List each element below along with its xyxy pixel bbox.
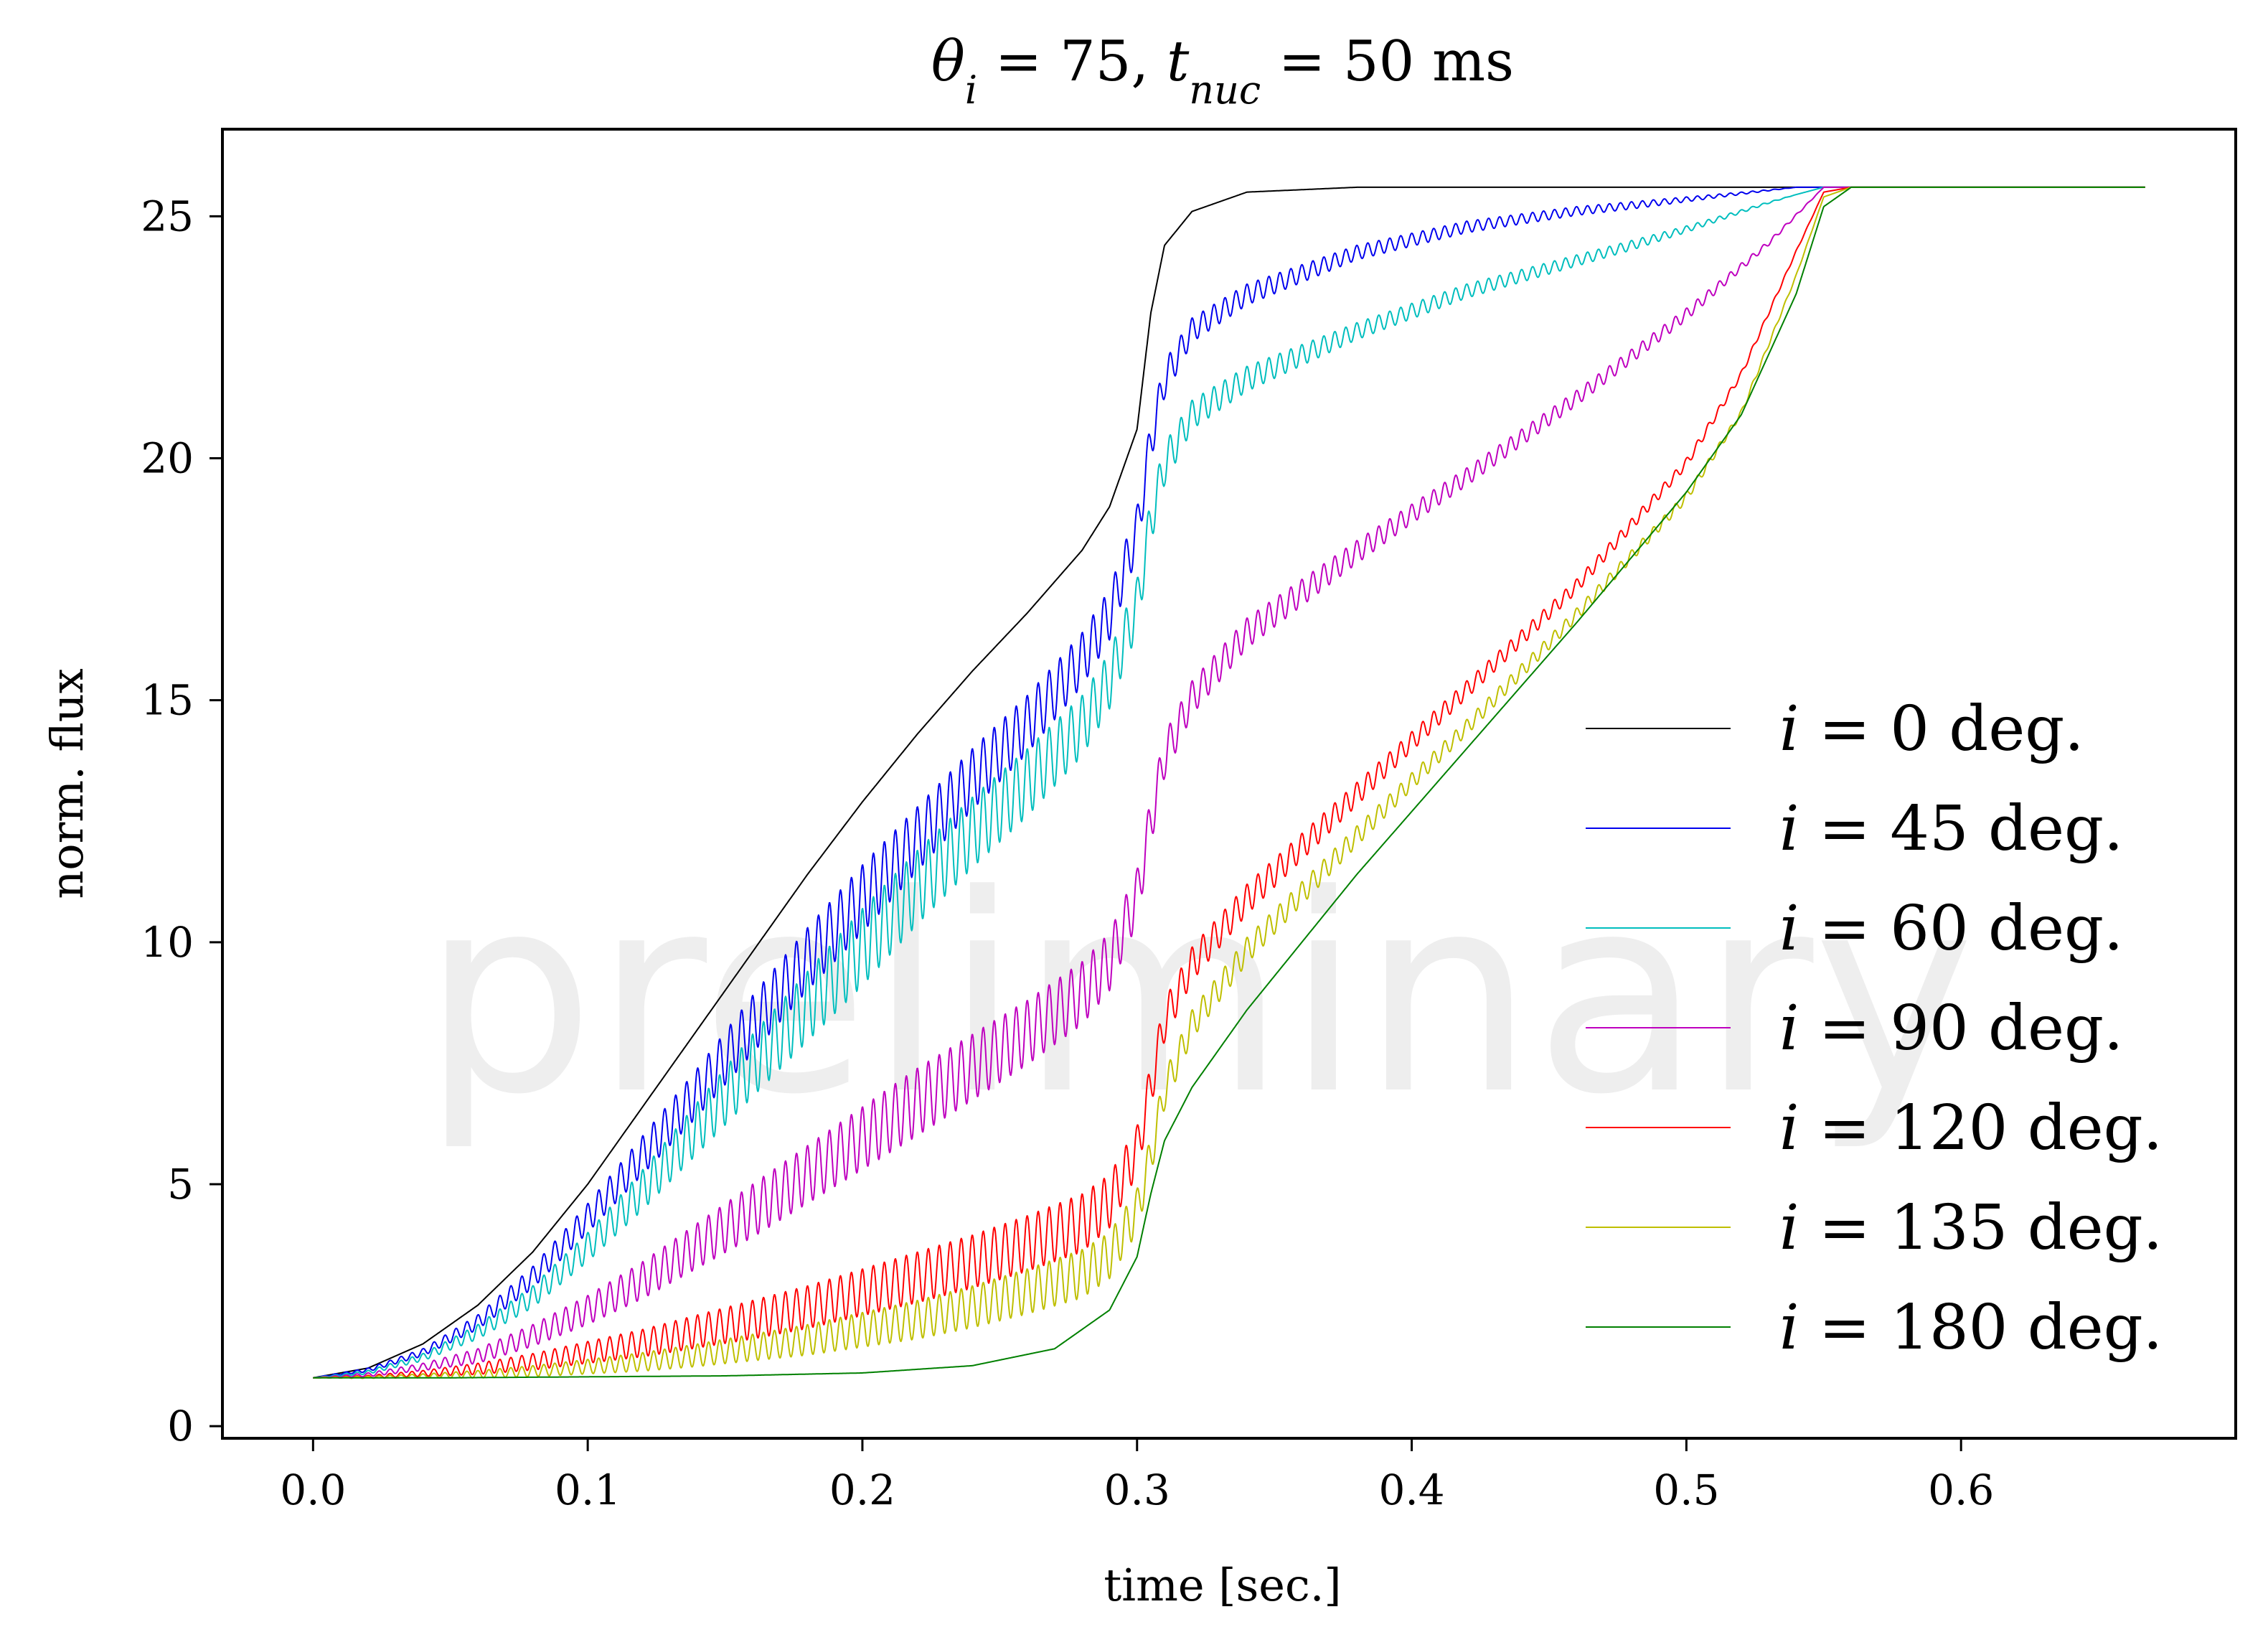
watermark-layer: preliminary	[422, 836, 1975, 1154]
legend-label-3: i = 90 deg.	[1779, 993, 2123, 1064]
y-tick-label: 20	[141, 434, 194, 483]
x-tick-label: 0.4	[1378, 1466, 1444, 1514]
watermark-text: preliminary	[422, 836, 1975, 1154]
x-tick-label: 0.3	[1104, 1466, 1170, 1514]
y-axis-label: norm. flux	[41, 668, 93, 899]
x-tick-label: 0.6	[1928, 1466, 1994, 1514]
series-line-6	[313, 186, 2145, 1379]
legend-label-1: i = 45 deg.	[1779, 793, 2123, 865]
x-tick-label: 0.0	[280, 1466, 346, 1514]
y-axis: 0 5 10 15 20 25	[141, 192, 222, 1450]
series-line-4	[313, 186, 2145, 1379]
y-tick-label: 25	[141, 192, 194, 240]
y-tick-label: 5	[167, 1160, 194, 1209]
chart-title: θi = 75, tnuc = 50 ms	[931, 29, 1514, 113]
legend-label-2: i = 60 deg.	[1779, 893, 2123, 965]
legend: i = 0 deg. i = 45 deg. i = 60 deg. i = 90 d…	[1586, 693, 2163, 1364]
y-tick-label: 0	[167, 1402, 194, 1450]
legend-label-6: i = 180 deg.	[1779, 1292, 2163, 1364]
x-axis-label: time [sec.]	[1104, 1559, 1341, 1611]
legend-label-0: i = 0 deg.	[1779, 693, 2084, 765]
series-line-5	[313, 186, 2145, 1379]
series-line-3	[313, 186, 2145, 1379]
legend-label-4: i = 120 deg.	[1779, 1092, 2163, 1164]
plot-frame	[221, 128, 2237, 1440]
x-tick-label: 0.5	[1653, 1466, 1719, 1514]
y-tick-label: 15	[141, 676, 194, 725]
legend-label-5: i = 135 deg.	[1779, 1192, 2163, 1264]
x-tick-label: 0.1	[555, 1466, 621, 1514]
x-axis: 0.0 0.1 0.2 0.3 0.4 0.5 0.6	[280, 1438, 1994, 1514]
y-tick-label: 10	[141, 918, 194, 967]
series-layer	[313, 186, 2145, 1379]
x-tick-label: 0.2	[829, 1466, 895, 1514]
